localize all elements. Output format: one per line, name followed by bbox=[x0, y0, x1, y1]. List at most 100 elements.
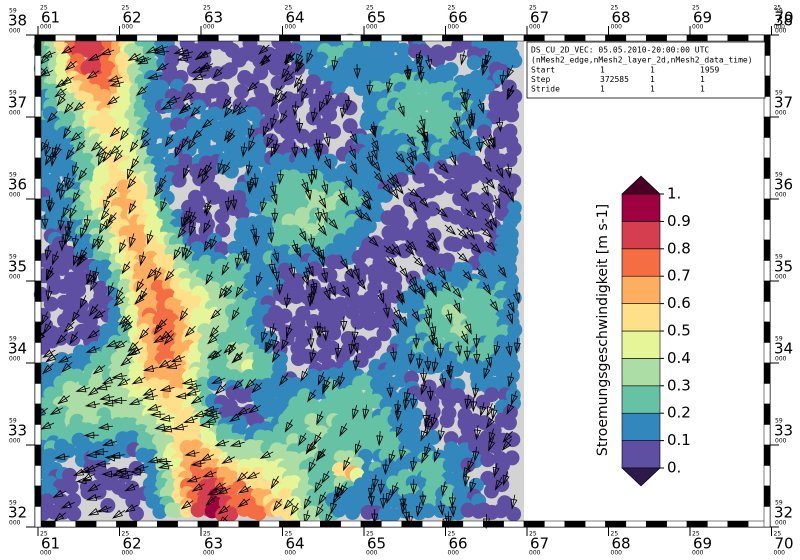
field-cell bbox=[91, 484, 107, 500]
field-cell bbox=[214, 81, 230, 97]
vector-arrow bbox=[318, 252, 326, 268]
border-segment bbox=[763, 485, 771, 507]
vector-arrow bbox=[70, 131, 83, 142]
border-segment bbox=[75, 520, 97, 528]
vector-arrow bbox=[366, 80, 374, 96]
vector-arrow bbox=[382, 303, 390, 319]
y-coord-suffix: 000 bbox=[9, 28, 21, 35]
vector-arrow bbox=[367, 491, 375, 508]
y-coord-label: 32 bbox=[8, 504, 27, 522]
vector-arrow bbox=[308, 289, 316, 305]
vector-arrow bbox=[321, 268, 329, 284]
field-cell bbox=[438, 144, 454, 160]
vector-arrow bbox=[386, 383, 394, 399]
vector-arrow bbox=[457, 252, 469, 263]
vector-arrow bbox=[180, 102, 194, 112]
vector-arrow bbox=[88, 304, 99, 317]
vector-arrow bbox=[175, 392, 191, 400]
vector-arrow bbox=[265, 339, 274, 354]
vector-arrow bbox=[343, 457, 351, 472]
vector-arrow bbox=[437, 161, 449, 174]
vector-arrow bbox=[325, 90, 333, 106]
x-coord-prefix: 25 bbox=[40, 531, 48, 538]
x-coord-suffix: 000 bbox=[611, 550, 623, 557]
x-coord-prefix: 25 bbox=[692, 5, 700, 12]
vector-arrow bbox=[351, 339, 359, 355]
vector-arrow bbox=[81, 473, 95, 482]
vector-arrow bbox=[370, 121, 378, 137]
vector-arrow bbox=[64, 60, 77, 71]
vector-arrow bbox=[490, 404, 498, 421]
vector-arrow bbox=[246, 81, 259, 92]
y-coord-suffix: 000 bbox=[775, 274, 787, 281]
border-segment bbox=[95, 34, 117, 42]
vector-arrow bbox=[362, 404, 370, 420]
vector-arrow bbox=[495, 164, 504, 179]
vector-arrow bbox=[420, 427, 428, 442]
field-cell bbox=[414, 186, 430, 202]
vector-arrow bbox=[483, 158, 492, 173]
vector-arrow bbox=[512, 289, 520, 304]
vector-arrow bbox=[262, 122, 270, 138]
border-segment bbox=[763, 219, 771, 241]
vector-arrow bbox=[316, 448, 325, 462]
vector-arrow bbox=[298, 432, 307, 447]
vector-arrow bbox=[139, 287, 148, 302]
border-segment bbox=[763, 239, 771, 261]
vector-arrow bbox=[83, 431, 99, 439]
vector-arrow bbox=[296, 118, 304, 134]
vector-arrow bbox=[259, 197, 267, 213]
info-cell: Step bbox=[531, 75, 550, 84]
vector-arrow bbox=[63, 173, 71, 189]
border-segment bbox=[605, 520, 627, 528]
colorbar-bin bbox=[621, 385, 661, 414]
vector-arrow bbox=[486, 415, 495, 429]
vector-arrow bbox=[177, 225, 187, 239]
vector-arrow bbox=[231, 307, 240, 321]
vector-arrow bbox=[272, 498, 283, 512]
vector-arrow bbox=[240, 142, 248, 158]
field-cell bbox=[169, 117, 185, 133]
vector-arrow bbox=[418, 195, 429, 208]
vector-arrow bbox=[507, 298, 515, 314]
vector-arrow bbox=[69, 204, 77, 219]
vector-arrow bbox=[396, 290, 406, 304]
vector-arrow bbox=[44, 245, 52, 261]
vector-arrow bbox=[308, 458, 316, 473]
vector-arrow bbox=[203, 219, 211, 234]
vector-arrow bbox=[55, 179, 65, 194]
vector-arrow bbox=[313, 432, 322, 446]
field-cell bbox=[342, 118, 358, 134]
vector-arrow bbox=[109, 79, 124, 87]
vector-arrow bbox=[54, 88, 67, 98]
border-segment bbox=[238, 520, 260, 528]
vector-arrow bbox=[245, 160, 253, 177]
vector-arrow bbox=[84, 400, 100, 408]
vector-arrow bbox=[199, 420, 215, 429]
x-coord-prefix: 25 bbox=[448, 531, 456, 538]
y-coord-suffix: 000 bbox=[775, 28, 787, 35]
vector-arrow bbox=[382, 181, 392, 195]
vector-arrow bbox=[330, 499, 338, 514]
x-coord-label: 64 bbox=[286, 9, 305, 27]
vector-arrow bbox=[482, 136, 491, 150]
vector-arrow bbox=[266, 134, 274, 149]
vector-arrow bbox=[460, 330, 469, 345]
vector-arrow bbox=[247, 124, 255, 140]
vector-arrow bbox=[477, 99, 485, 115]
vector-arrow bbox=[507, 372, 515, 388]
vector-arrow bbox=[160, 197, 168, 213]
border-segment bbox=[763, 465, 771, 487]
vector-arrow bbox=[99, 393, 115, 401]
vector-arrow bbox=[425, 304, 432, 320]
colorbar-bin bbox=[621, 275, 661, 304]
vector-arrow bbox=[309, 348, 317, 364]
info-cell: 1 bbox=[650, 75, 655, 84]
vector-arrow bbox=[482, 281, 492, 296]
field-cell bbox=[128, 506, 144, 522]
info-cell: 1 bbox=[600, 66, 605, 75]
x-coord-prefix: 25 bbox=[774, 531, 782, 538]
vector-arrow bbox=[390, 186, 399, 200]
vector-arrow bbox=[430, 412, 438, 428]
